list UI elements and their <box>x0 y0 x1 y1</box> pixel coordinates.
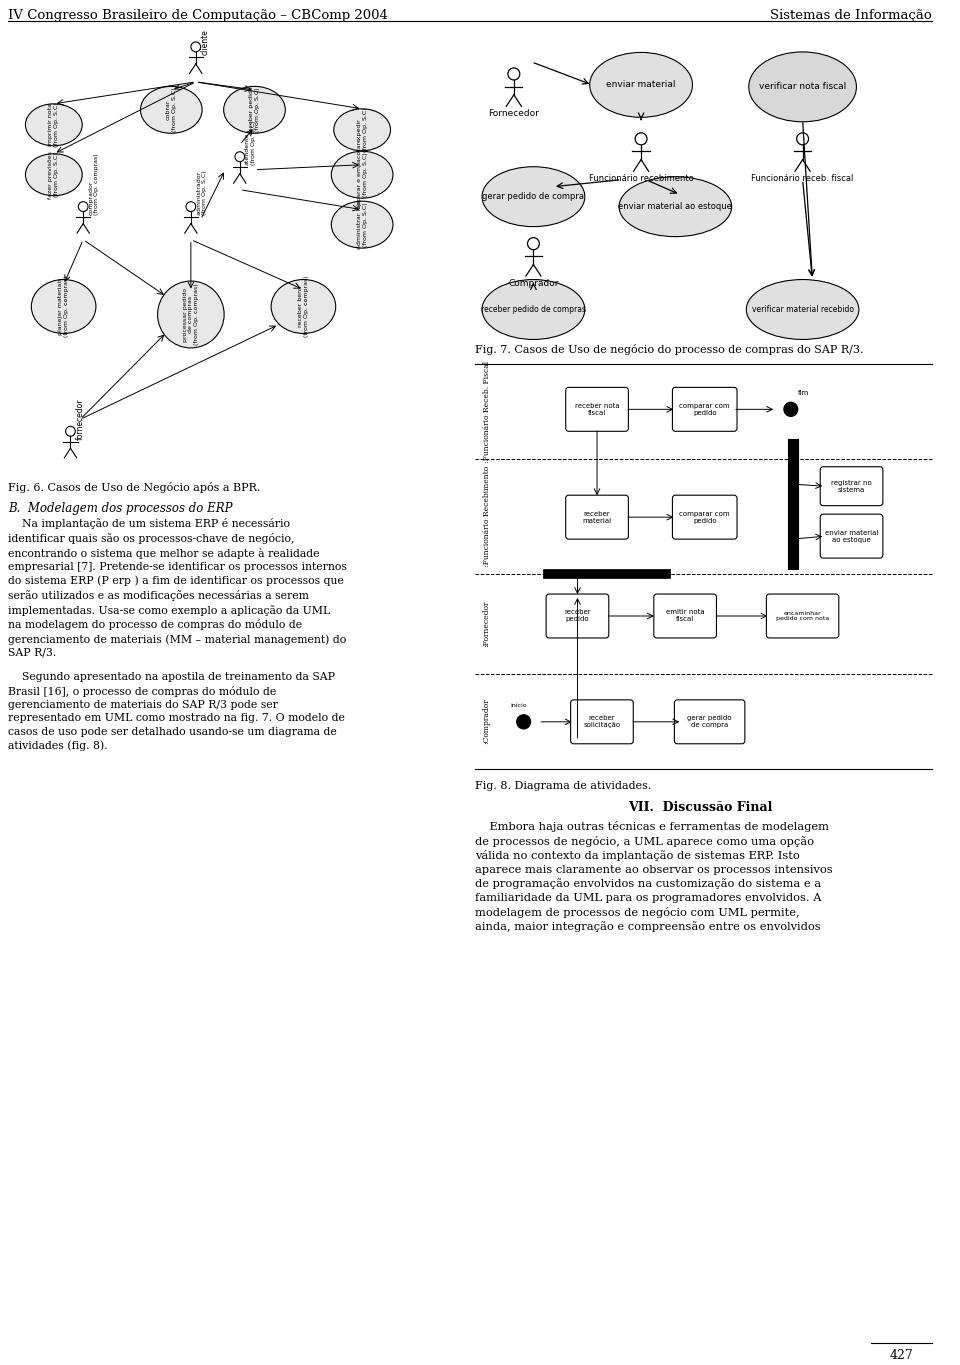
Circle shape <box>784 403 798 416</box>
FancyBboxPatch shape <box>654 594 716 637</box>
Text: emitir nota
fiscal: emitir nota fiscal <box>666 610 705 622</box>
Text: administrador
(from Op. S.C): administrador (from Op. S.C) <box>196 171 207 216</box>
Text: Na implantação de um sistema ERP é necessário
identificar quais são os processos: Na implantação de um sistema ERP é neces… <box>8 519 347 658</box>
Text: atendente
(from Op. S.C): atendente (from Op. S.C) <box>245 120 256 165</box>
Text: administrar loja
(from Op. S.C): administrar loja (from Op. S.C) <box>357 199 368 250</box>
Ellipse shape <box>157 281 224 348</box>
Text: receber
material: receber material <box>583 511 612 524</box>
Text: B.  Modelagem dos processos do ERP: B. Modelagem dos processos do ERP <box>8 502 232 515</box>
Text: registrar no
sistema: registrar no sistema <box>831 479 872 493</box>
Text: Fig. 7. Casos de Uso de negócio do processo de compras do SAP R/3.: Fig. 7. Casos de Uso de negócio do proce… <box>474 344 863 355</box>
Text: Sistemas de Informação: Sistemas de Informação <box>770 10 932 22</box>
FancyBboxPatch shape <box>674 700 745 744</box>
Ellipse shape <box>26 104 83 146</box>
Text: gerar pedido de compra: gerar pedido de compra <box>483 192 585 201</box>
FancyBboxPatch shape <box>672 388 737 431</box>
Text: verificar material recebido: verificar material recebido <box>752 304 853 314</box>
Text: receber nota
fiscal: receber nota fiscal <box>575 403 619 416</box>
Text: :Funcionário Recebimento: :Funcionário Recebimento <box>483 465 491 568</box>
Text: Embora haja outras técnicas e ferramentas de modelagem
de processos de negócio, : Embora haja outras técnicas e ferramenta… <box>474 820 832 932</box>
Text: fazer previsões
(from Op. S.C): fazer previsões (from Op. S.C) <box>48 150 60 199</box>
Text: comparar com
pedido: comparar com pedido <box>680 511 730 524</box>
Text: Comprador: Comprador <box>508 278 559 288</box>
Ellipse shape <box>331 152 393 198</box>
Text: encaminhar
pedido com nota: encaminhar pedido com nota <box>776 610 829 621</box>
Text: imprimir nota
(from Op. S.C): imprimir nota (from Op. S.C) <box>48 102 60 147</box>
FancyBboxPatch shape <box>570 700 634 744</box>
Text: gerar pedido
de compra: gerar pedido de compra <box>687 715 732 729</box>
Text: enviar material ao estoque: enviar material ao estoque <box>618 202 732 212</box>
Text: verificar nota fiscal: verificar nota fiscal <box>759 82 846 91</box>
FancyBboxPatch shape <box>820 467 883 505</box>
FancyBboxPatch shape <box>820 515 883 558</box>
Text: fornecedor: fornecedor <box>76 399 84 440</box>
Ellipse shape <box>32 280 96 333</box>
FancyBboxPatch shape <box>546 594 609 637</box>
Ellipse shape <box>224 86 285 134</box>
Ellipse shape <box>482 280 585 340</box>
FancyBboxPatch shape <box>565 388 629 431</box>
FancyBboxPatch shape <box>672 495 737 539</box>
Text: receber pedido
(from Op. S.C): receber pedido (from Op. S.C) <box>249 86 260 134</box>
Ellipse shape <box>331 201 393 248</box>
Ellipse shape <box>334 109 391 150</box>
Text: IV Congresso Brasileiro de Computação – CBComp 2004: IV Congresso Brasileiro de Computação – … <box>8 10 388 22</box>
Circle shape <box>516 715 531 729</box>
Text: receber pedido de compras: receber pedido de compras <box>481 304 586 314</box>
Text: Segundo apresentado na apostila de treinamento da SAP
Brasil [16], o processo de: Segundo apresentado na apostila de trein… <box>8 672 345 751</box>
Ellipse shape <box>26 154 83 195</box>
Text: início: início <box>511 703 527 708</box>
Text: Funcionário receb. fiscal: Funcionário receb. fiscal <box>752 175 853 183</box>
Text: comprador
(from Op. compras): comprador (from Op. compras) <box>88 153 99 216</box>
Text: separar e empacotar
(from Op. S.C): separar e empacotar (from Op. S.C) <box>357 142 368 207</box>
Text: Fornecedor: Fornecedor <box>489 109 540 119</box>
Text: 427: 427 <box>890 1349 913 1362</box>
Text: planejar materiais
(from Op. compras): planejar materiais (from Op. compras) <box>59 276 69 337</box>
Text: processar pedido
de compras
(from Op. compras): processar pedido de compras (from Op. co… <box>182 284 199 345</box>
Text: :Funcionário Receb. Fiscal: :Funcionário Receb. Fiscal <box>483 360 491 463</box>
Text: cobrar
(from Op. S.C): cobrar (from Op. S.C) <box>166 87 177 132</box>
Text: expedir
(from Op. S.C): expedir (from Op. S.C) <box>357 108 368 152</box>
Text: fim: fim <box>798 390 809 396</box>
Text: comparar com
pedido: comparar com pedido <box>680 403 730 416</box>
Text: receber
solicitação: receber solicitação <box>584 715 620 729</box>
Text: enviar material: enviar material <box>607 81 676 89</box>
FancyBboxPatch shape <box>565 495 629 539</box>
FancyBboxPatch shape <box>766 594 839 637</box>
Ellipse shape <box>749 52 856 121</box>
Text: receber
pedido: receber pedido <box>564 610 590 622</box>
Ellipse shape <box>271 280 336 333</box>
Ellipse shape <box>482 167 585 227</box>
Ellipse shape <box>746 280 859 340</box>
Text: Fig. 6. Casos de Uso de Negócio após a BPR.: Fig. 6. Casos de Uso de Negócio após a B… <box>8 482 260 493</box>
Text: VII.  Discussão Final: VII. Discussão Final <box>628 801 772 814</box>
Text: cliente: cliente <box>201 30 210 56</box>
Ellipse shape <box>589 52 692 117</box>
Text: Funcionário recebimento: Funcionário recebimento <box>588 175 693 183</box>
Text: receber bens
(from Op. compras): receber bens (from Op. compras) <box>298 276 309 337</box>
Text: :Fornecedor: :Fornecedor <box>483 601 491 647</box>
Text: Fig. 8. Diagrama de atividades.: Fig. 8. Diagrama de atividades. <box>474 781 651 790</box>
Text: enviar material
ao estoque: enviar material ao estoque <box>825 530 878 543</box>
Ellipse shape <box>140 86 203 134</box>
Ellipse shape <box>619 176 732 236</box>
Text: :Comprador: :Comprador <box>483 699 491 744</box>
